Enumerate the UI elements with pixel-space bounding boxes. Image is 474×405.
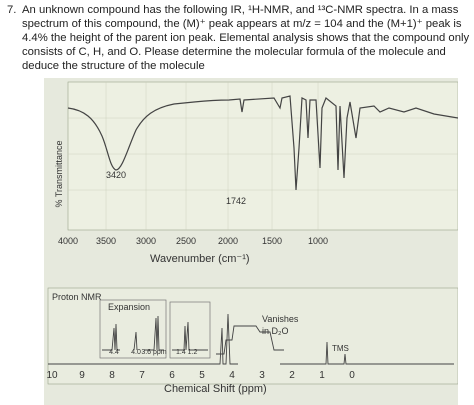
question-line: An unknown compound has the following IR… — [22, 4, 459, 16]
tms-label: TMS — [332, 344, 349, 353]
nmr-x-tick-label: 6 — [169, 370, 175, 381]
nmr-x-tick-label: 7 — [139, 370, 145, 381]
nmr-x-tick-label: 10 — [46, 370, 58, 381]
nmr-note: in D₂O — [262, 326, 289, 336]
nmr-note: Vanishes — [262, 314, 299, 324]
expansion2-trace — [172, 321, 208, 351]
nmr-x-tick-label: 8 — [109, 370, 115, 381]
expansion-tick-label: 3.6 ppm — [141, 349, 166, 356]
ir-annotation: 1742 — [226, 196, 246, 206]
expansion2-ticks: 1.4 1.2 — [176, 349, 198, 356]
nmr-title: Proton NMR — [52, 292, 102, 302]
ir-spectrum — [67, 95, 458, 191]
nmr-x-tick-label: 2 — [289, 370, 295, 381]
question-line: consists of C, H, and O. Please determin… — [22, 46, 446, 58]
ir-x-tick-label: 1500 — [262, 236, 282, 246]
nmr-x-tick-label: 0 — [349, 370, 355, 381]
nmr-x-tick-label: 5 — [199, 370, 205, 381]
nmr-x-tick-label: 1 — [319, 370, 325, 381]
question-line: 4.4% the height of the parent ion peak. … — [22, 32, 470, 44]
expansion-label: Expansion — [108, 302, 150, 312]
ir-x-tick-label: 2000 — [218, 236, 238, 246]
ir-x-label: Wavenumber (cm⁻¹) — [150, 253, 250, 265]
ir-x-tick-label: 3500 — [96, 236, 116, 246]
ir-x-tick-label: 1000 — [308, 236, 328, 246]
nmr-x-tick-label: 9 — [79, 370, 85, 381]
expansion2-box — [169, 301, 211, 359]
expansion-tick-label: 4.4 — [109, 349, 119, 356]
nmr-x-label: Chemical Shift (ppm) — [164, 383, 267, 395]
ir-annotation: 3420 — [106, 170, 126, 180]
ir-x-tick-label: 2500 — [176, 236, 196, 246]
question-number: 7. — [7, 4, 17, 16]
question-text: An unknown compound has the following IR… — [22, 3, 469, 73]
ir-grid — [68, 82, 458, 230]
nmr-x-tick-label: 3 — [259, 370, 265, 381]
expansion-box — [99, 299, 167, 359]
ir-x-tick-label: 4000 — [58, 236, 78, 246]
expansion-trace — [102, 315, 164, 351]
spectra-photo: % Transmittance 3420 1742 4000 3500 3000 25… — [44, 78, 458, 405]
question-line: spectrum of this compound, the (M)⁺ peak… — [22, 18, 462, 30]
expansion-tick-label: 4.0 — [131, 349, 141, 356]
ir-x-tick-label: 3000 — [136, 236, 156, 246]
question-line: deduce the structure of the molecule — [22, 60, 205, 72]
ir-y-label: % Transmittance — [54, 140, 64, 207]
ir-plot-area — [67, 81, 458, 231]
nmr-x-tick-label: 4 — [229, 370, 235, 381]
nmr-spectrum — [48, 313, 454, 365]
